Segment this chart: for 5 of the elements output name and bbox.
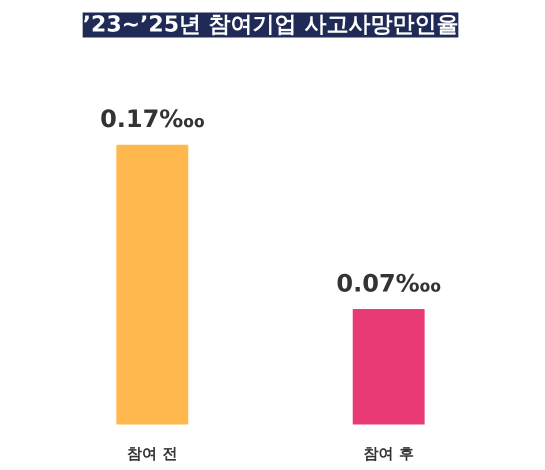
x-tick-label: 참여 전 xyxy=(127,444,178,462)
data-label: 0.17‱ xyxy=(100,105,205,134)
x-tick-label: 참여 후 xyxy=(364,444,414,462)
data-label: 0.07‱ xyxy=(336,270,441,298)
chart-title: ’23~’25년 참여기업 사고사망만인율 xyxy=(82,12,458,38)
